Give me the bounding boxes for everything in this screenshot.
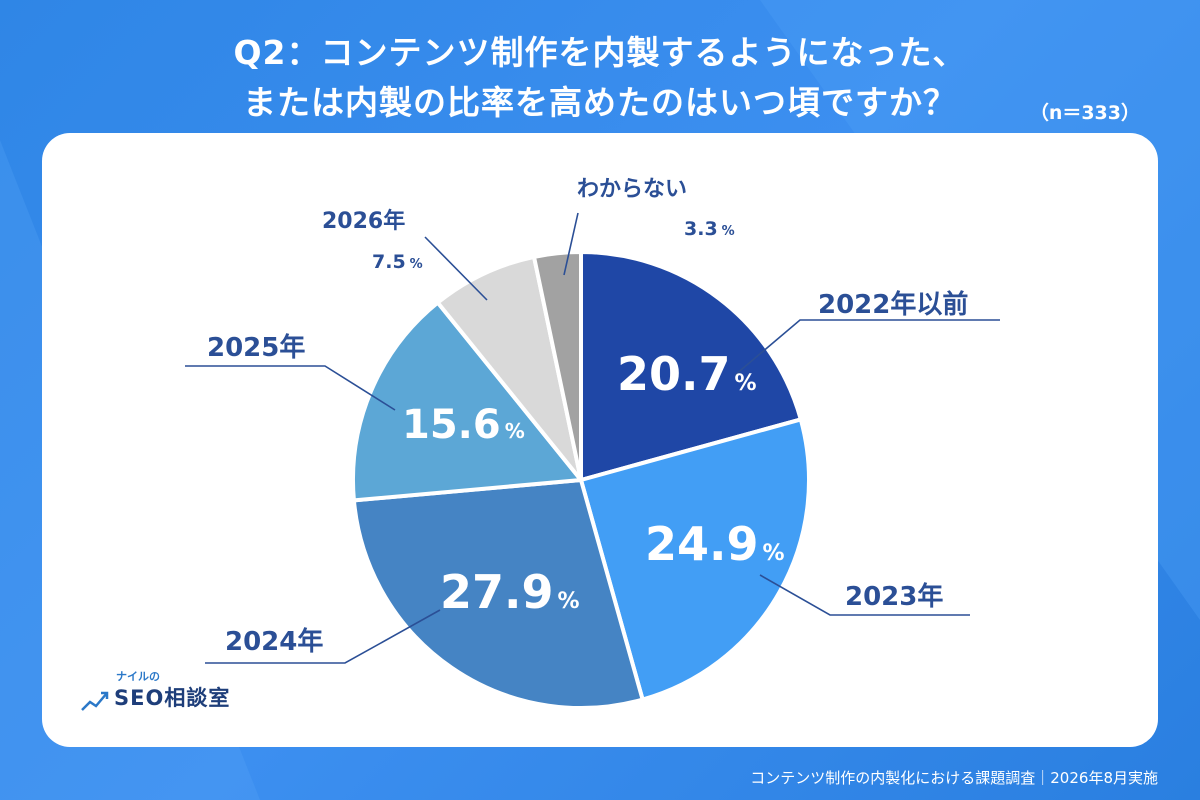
slice-3-percentage-value: 15.6 [402, 402, 501, 448]
slice-0-category-label: 2022年以前 [818, 289, 968, 320]
logo-tagline: ナイルの [116, 670, 160, 683]
slice-2-wedge [351, 478, 645, 710]
slice-0-wedge [579, 250, 803, 482]
slice-5-category-label: わからない [577, 177, 687, 202]
slice-5-percentage-unit: % [722, 224, 735, 239]
slice-1-percentage-value: 24.9 [645, 517, 759, 571]
chart-title-line2: または内製の比率を高めたのはいつ頃ですか？ [243, 83, 957, 122]
slice-3-percentage-label: 15.6% [402, 402, 525, 448]
slice-5-percentage-label: 3.3% [684, 218, 735, 240]
slice-1-wedge [579, 417, 811, 702]
slice-5-percentage-value: 3.3 [684, 218, 718, 240]
slice-2-leader-line [205, 609, 441, 664]
slice-2-category-label: 2024年 [225, 626, 323, 657]
slice-4-percentage-value: 7.5 [372, 251, 406, 273]
slice-4-percentage-label: 7.5% [372, 251, 423, 273]
slice-2-percentage-value: 27.9 [440, 565, 554, 619]
slice-4-category-label: 2026年 [322, 208, 405, 234]
slice-3-percentage-unit: % [505, 419, 525, 443]
slice-1-leader-line [759, 574, 970, 616]
sample-size-label: （n＝333） [1029, 102, 1140, 124]
slice-0-leader-line [734, 319, 1000, 376]
slice-2-percentage-unit: % [558, 589, 580, 614]
survey-footer: コンテンツ制作の内製化における課題調査｜2026年8月実施 [750, 769, 1158, 787]
logo-name: SEO相談室 [114, 686, 231, 710]
slice-1-category-label: 2023年 [845, 581, 943, 612]
slice-3-leader-line [185, 365, 396, 411]
slice-3-category-label: 2025年 [207, 332, 305, 363]
slice-1-percentage-label: 24.9% [645, 517, 785, 571]
slice-4-leader-line [424, 236, 488, 301]
slice-3-wedge [351, 300, 583, 503]
slice-0-percentage-label: 20.7% [617, 347, 757, 401]
slice-2-percentage-label: 27.9% [440, 565, 580, 619]
chart-title-line1: Q2：コンテンツ制作を内製するようになった、 [233, 33, 967, 72]
slice-5-wedge [532, 250, 583, 482]
slice-1-percentage-unit: % [763, 541, 785, 566]
slice-0-percentage-unit: % [735, 371, 757, 396]
slice-0-percentage-value: 20.7 [617, 347, 731, 401]
slice-5-leader-line [563, 212, 579, 276]
slice-4-percentage-unit: % [410, 257, 423, 272]
trend-chart-icon [81, 691, 109, 711]
